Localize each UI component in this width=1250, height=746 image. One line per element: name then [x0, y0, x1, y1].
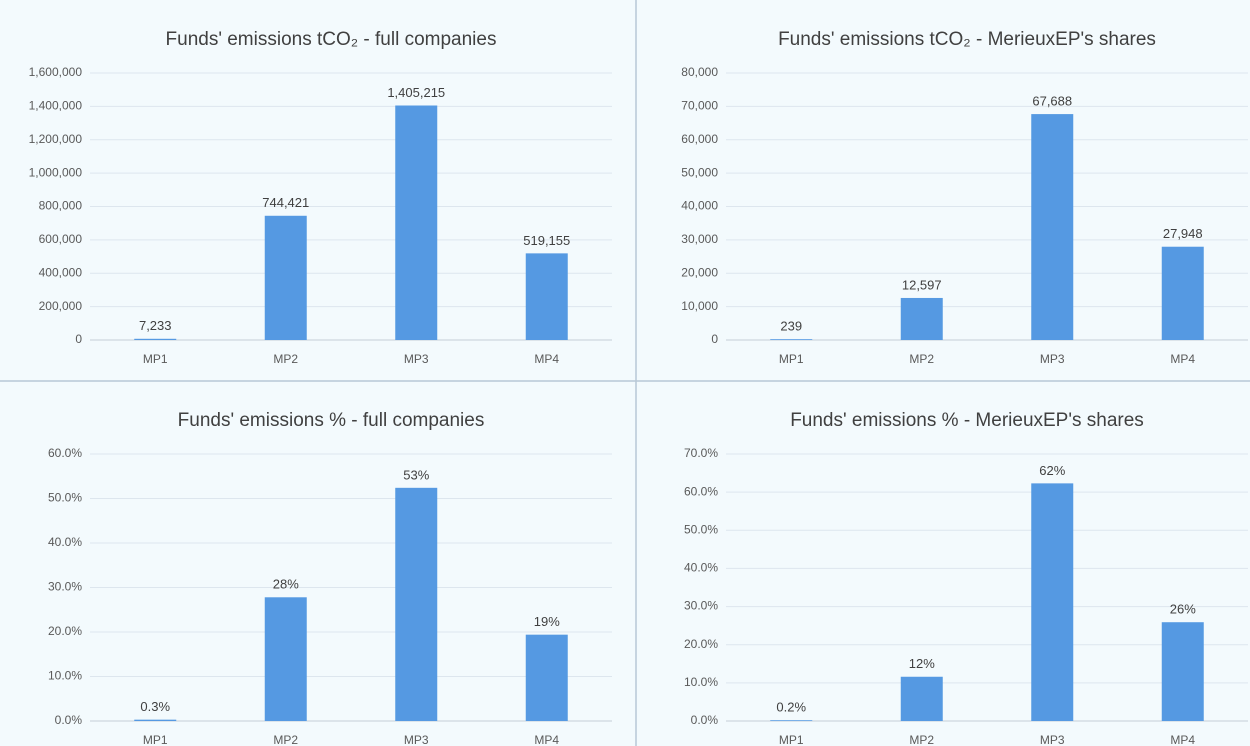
y-tick-label: 40.0% — [48, 535, 82, 549]
y-tick-label: 0 — [711, 332, 718, 346]
y-tick-label: 50.0% — [48, 491, 82, 505]
data-label: 0.2% — [776, 700, 806, 715]
y-tick-label: 1,400,000 — [29, 99, 83, 113]
data-label: 12% — [909, 656, 935, 671]
bar — [264, 597, 307, 721]
x-tick-label: MP4 — [1170, 733, 1195, 746]
bar — [525, 634, 568, 721]
x-tick-label: MP4 — [534, 352, 559, 366]
chart-title: Funds' emissions % - full companies — [178, 410, 485, 431]
data-label: 62% — [1039, 463, 1065, 478]
x-tick-label: MP2 — [273, 733, 298, 746]
x-tick-label: MP4 — [1170, 352, 1195, 366]
bar — [395, 105, 438, 340]
y-tick-label: 50,000 — [681, 165, 718, 179]
data-label: 27,948 — [1163, 226, 1203, 241]
x-tick-label: MP1 — [143, 352, 168, 366]
y-tick-label: 70,000 — [681, 99, 718, 113]
bar — [134, 719, 177, 721]
x-tick-label: MP1 — [779, 733, 804, 746]
bar — [1161, 622, 1204, 721]
x-tick-label: MP2 — [273, 352, 298, 366]
data-label: 67,688 — [1032, 94, 1072, 109]
y-tick-label: 60.0% — [684, 484, 718, 498]
bar — [264, 215, 307, 340]
bar — [525, 253, 568, 340]
y-tick-label: 30.0% — [48, 580, 82, 594]
x-tick-label: MP3 — [1040, 733, 1065, 746]
y-tick-label: 60,000 — [681, 132, 718, 146]
data-label: 12,597 — [902, 277, 942, 292]
data-label: 239 — [780, 319, 802, 334]
x-tick-label: MP2 — [909, 733, 934, 746]
bar — [900, 297, 943, 340]
bar — [1031, 114, 1074, 340]
y-tick-label: 0.0% — [691, 713, 719, 727]
data-label: 28% — [273, 577, 299, 592]
x-tick-label: MP2 — [909, 352, 934, 366]
y-tick-label: 0 — [75, 332, 82, 346]
bar — [770, 720, 813, 721]
data-label: 26% — [1170, 602, 1196, 617]
y-tick-label: 20.0% — [48, 624, 82, 638]
y-tick-label: 1,600,000 — [29, 65, 83, 79]
y-tick-label: 60.0% — [48, 446, 82, 460]
data-label: 0.3% — [140, 699, 170, 714]
y-tick-label: 400,000 — [39, 265, 83, 279]
x-tick-label: MP1 — [143, 733, 168, 746]
bar — [1161, 246, 1204, 340]
y-tick-label: 20.0% — [684, 637, 718, 651]
y-tick-label: 40.0% — [684, 561, 718, 575]
y-tick-label: 10,000 — [681, 299, 718, 313]
data-label: 19% — [534, 614, 560, 629]
y-tick-label: 20,000 — [681, 265, 718, 279]
chart-title: Funds' emissions tCO₂ - MerieuxEP's shar… — [778, 29, 1156, 50]
y-tick-label: 70.0% — [684, 446, 718, 460]
bar — [770, 339, 813, 340]
data-label: 7,233 — [139, 318, 172, 333]
y-tick-label: 80,000 — [681, 65, 718, 79]
bar — [1031, 483, 1074, 721]
y-tick-label: 30.0% — [684, 599, 718, 613]
data-label: 53% — [403, 467, 429, 482]
y-tick-label: 200,000 — [39, 299, 83, 313]
bar — [134, 338, 177, 340]
x-tick-label: MP3 — [1040, 352, 1065, 366]
y-tick-label: 50.0% — [684, 522, 718, 536]
y-tick-label: 1,200,000 — [29, 132, 83, 146]
data-label: 1,405,215 — [387, 85, 445, 100]
y-tick-label: 40,000 — [681, 199, 718, 213]
x-tick-label: MP3 — [404, 352, 429, 366]
y-tick-label: 30,000 — [681, 232, 718, 246]
y-tick-label: 800,000 — [39, 199, 83, 213]
x-tick-label: MP1 — [779, 352, 804, 366]
y-tick-label: 1,000,000 — [29, 165, 83, 179]
chart-title: Funds' emissions tCO₂ - full companies — [166, 29, 497, 50]
bar — [395, 487, 438, 721]
y-tick-label: 10.0% — [48, 669, 82, 683]
y-tick-label: 10.0% — [684, 675, 718, 689]
y-tick-label: 600,000 — [39, 232, 83, 246]
y-tick-label: 0.0% — [55, 713, 83, 727]
data-label: 744,421 — [262, 195, 309, 210]
data-label: 519,155 — [523, 233, 570, 248]
bar — [900, 676, 943, 721]
x-tick-label: MP3 — [404, 733, 429, 746]
chart-title: Funds' emissions % - MerieuxEP's shares — [790, 410, 1144, 431]
x-tick-label: MP4 — [534, 733, 559, 746]
